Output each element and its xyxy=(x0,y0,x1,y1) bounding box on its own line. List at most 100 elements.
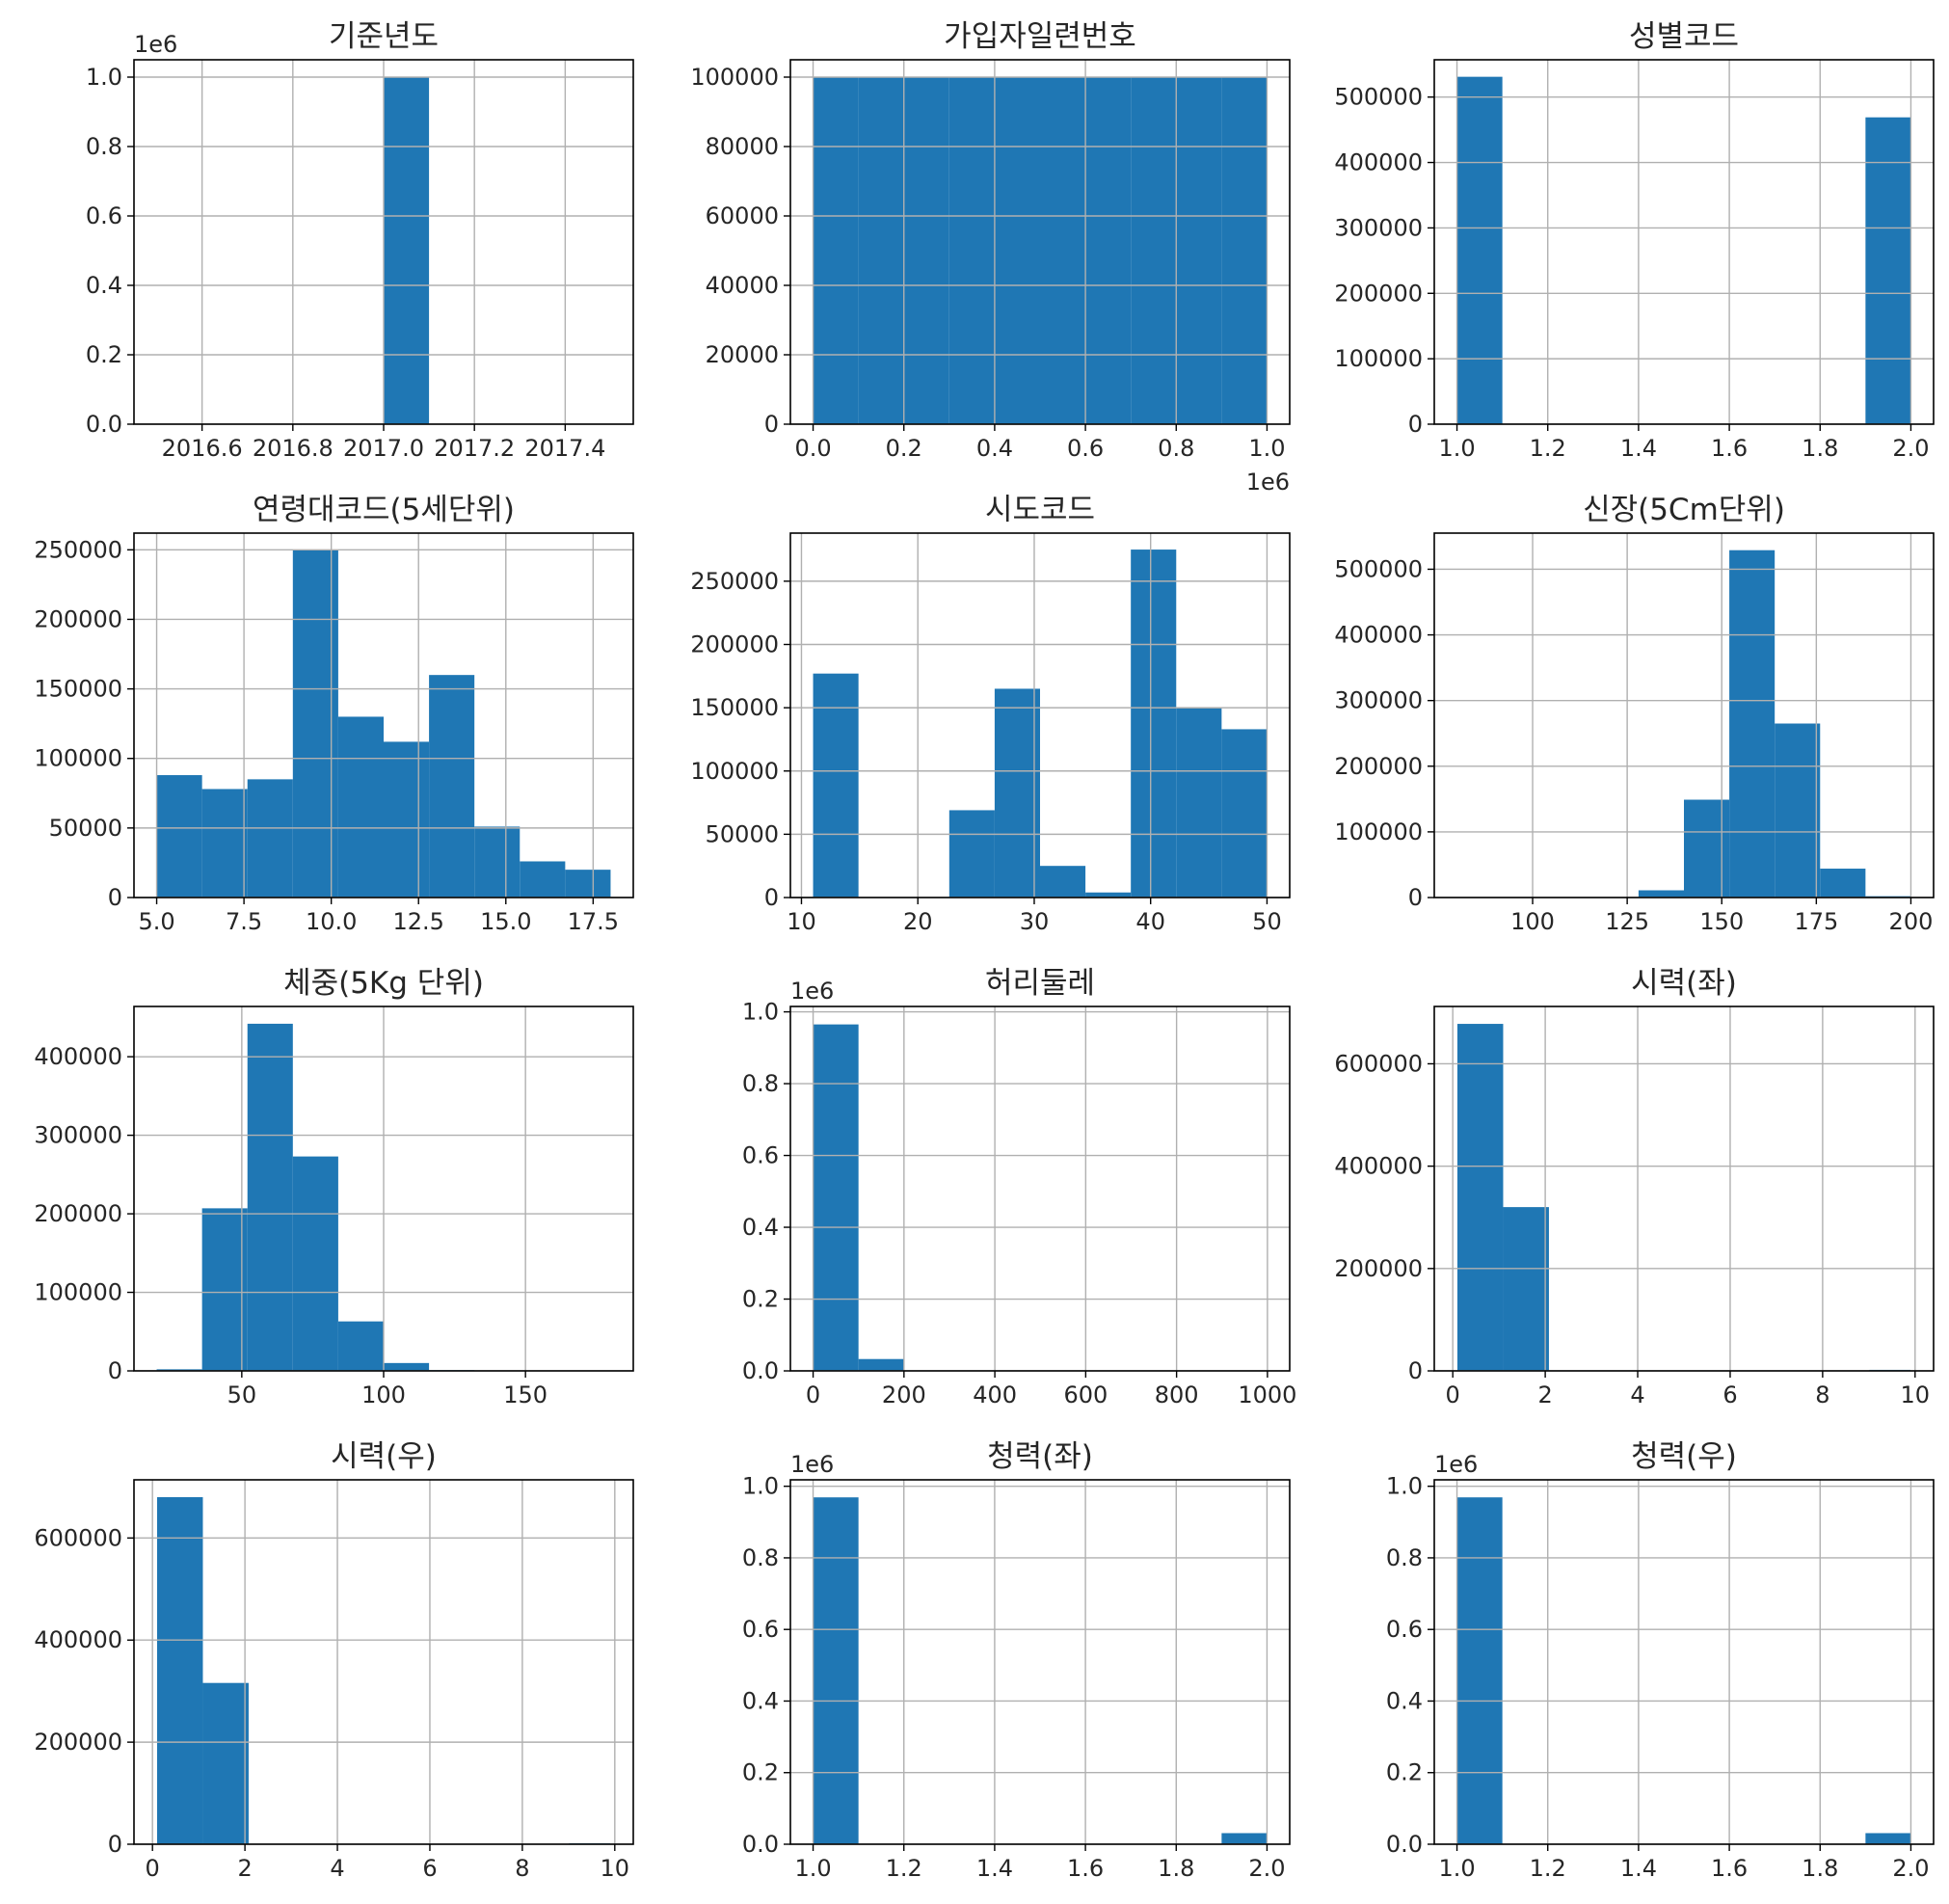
histogram-bar xyxy=(201,1208,248,1371)
x-tick-label: 1.0 xyxy=(1438,1855,1475,1882)
x-tick-label: 1.2 xyxy=(1530,435,1566,462)
histogram-bar xyxy=(1131,550,1177,898)
y-tick-label: 150000 xyxy=(34,676,122,703)
y-tick-label: 100000 xyxy=(34,1279,122,1306)
histogram-bar xyxy=(903,77,949,424)
histogram-bar xyxy=(1865,117,1911,424)
histogram-bar xyxy=(292,1156,338,1371)
y-tick-label: 500000 xyxy=(1334,555,1423,582)
histogram-bar xyxy=(858,1358,904,1371)
y-tick-label: 50000 xyxy=(706,820,779,847)
panel-title: 신장(5Cm단위) xyxy=(1583,493,1785,527)
y-tick-label: 600000 xyxy=(1334,1050,1423,1077)
panel-title: 시도코드 xyxy=(985,493,1095,527)
y-tick-label: 1.0 xyxy=(86,64,122,91)
x-tick-label: 0 xyxy=(1446,1381,1460,1408)
histogram-bar xyxy=(429,675,475,898)
histogram-bar xyxy=(948,77,995,424)
plot-area xyxy=(790,533,1290,898)
histogram-bar xyxy=(813,1024,859,1371)
histogram-bar xyxy=(994,77,1041,424)
y-tick-label: 200000 xyxy=(1334,280,1423,307)
axes-frame xyxy=(789,1006,1291,1372)
y-offset-label: 1e6 xyxy=(1434,1451,1478,1478)
y-tick-label: 0.0 xyxy=(742,1831,779,1858)
x-tick-label: 17.5 xyxy=(568,908,619,935)
axes-frame xyxy=(133,532,634,898)
panel-title: 기준년도 xyxy=(329,19,439,54)
y-tick-label: 1.0 xyxy=(742,999,779,1026)
y-tick-label: 100000 xyxy=(1334,345,1423,372)
x-tick-label: 1.0 xyxy=(1438,435,1475,462)
histogram-bar xyxy=(1820,869,1866,898)
x-tick-label: 1.2 xyxy=(1530,1855,1566,1882)
axes-frame xyxy=(1433,59,1935,425)
histogram-bar xyxy=(474,826,521,898)
histogram-panel: 1.0 1.2 1.4 1.6 1.8 2.0 0.0 0.2 0.4 0.6 0.8 1.0 1e6 청… xyxy=(1386,1439,1935,1882)
y-tick-label: 200000 xyxy=(1334,1255,1423,1282)
histogram-bar xyxy=(1176,708,1222,898)
histogram-bar xyxy=(858,77,904,424)
axes-frame xyxy=(1433,532,1935,898)
x-tick-label: 0.2 xyxy=(886,435,922,462)
histogram-bar xyxy=(1729,550,1775,898)
panel-title: 성별코드 xyxy=(1629,19,1739,54)
histogram-bar xyxy=(1775,723,1821,898)
x-tick-label: 1000 xyxy=(1238,1381,1296,1408)
y-tick-label: 400000 xyxy=(34,1626,122,1653)
x-tick-label: 400 xyxy=(973,1381,1017,1408)
histogram-bar xyxy=(813,673,859,898)
y-tick-label: 0.8 xyxy=(742,1070,779,1097)
histogram-bar xyxy=(156,1497,203,1844)
x-tick-label: 150 xyxy=(503,1381,547,1408)
y-tick-label: 0.2 xyxy=(86,341,122,368)
x-tick-label: 6 xyxy=(422,1855,437,1882)
y-tick-label: 300000 xyxy=(1334,687,1423,714)
y-tick-label: 0.4 xyxy=(86,272,122,299)
y-tick-label: 1.0 xyxy=(1386,1473,1423,1500)
plot-area xyxy=(790,1006,1290,1371)
histogram-bar xyxy=(337,716,384,898)
x-tick-label: 2016.8 xyxy=(253,435,334,462)
histogram-bar xyxy=(1040,866,1086,898)
histogram-bar xyxy=(1176,77,1222,424)
histogram-bar xyxy=(1221,77,1268,424)
x-tick-label: 10 xyxy=(787,908,816,935)
y-tick-label: 300000 xyxy=(1334,214,1423,241)
y-offset-label: 1e6 xyxy=(790,978,834,1005)
axes-frame xyxy=(789,532,1291,898)
histogram-bar xyxy=(1221,1833,1268,1844)
y-tick-label: 60000 xyxy=(706,202,779,229)
histogram-bar xyxy=(156,1369,202,1371)
y-tick-label: 200000 xyxy=(34,1200,122,1227)
x-tick-label: 15.0 xyxy=(480,908,531,935)
histogram-panel: 1.0 1.2 1.4 1.6 1.8 2.0 0.0 0.2 0.4 0.6 0.8 1.0 1e6 청… xyxy=(742,1439,1291,1882)
y-tick-label: 0 xyxy=(1408,884,1423,911)
histogram-bar xyxy=(565,870,611,898)
y-tick-label: 150000 xyxy=(690,694,779,721)
histogram-panel: 50 100 150 0 100000 200000 300000 400000 체중(5Kg … xyxy=(34,966,634,1408)
x-tick-label: 0 xyxy=(806,1381,820,1408)
y-tick-label: 0 xyxy=(764,884,779,911)
x-tick-label: 50 xyxy=(227,1381,257,1408)
histogram-bar xyxy=(384,77,430,424)
y-tick-label: 0.0 xyxy=(86,411,122,438)
histogram-bar xyxy=(1638,890,1684,898)
histogram-bar xyxy=(247,779,293,898)
histogram-panel: 0 200 400 600 800 1000 0.0 0.2 0.4 0.6 0.8 1.0 1e6 허리… xyxy=(742,966,1297,1408)
histogram-bar xyxy=(1131,77,1177,424)
y-tick-label: 0.6 xyxy=(742,1616,779,1643)
x-tick-label: 125 xyxy=(1605,908,1649,935)
y-tick-label: 500000 xyxy=(1334,84,1423,111)
x-tick-label: 5.0 xyxy=(138,908,174,935)
x-tick-label: 800 xyxy=(1155,1381,1199,1408)
x-tick-label: 2.0 xyxy=(1892,1855,1929,1882)
plot-area xyxy=(1434,1480,1934,1844)
y-tick-label: 0 xyxy=(764,411,779,438)
plot-area xyxy=(1434,533,1934,898)
y-tick-label: 0.4 xyxy=(742,1214,779,1241)
plot-area xyxy=(790,1480,1290,1844)
x-tick-label: 1.8 xyxy=(1802,1855,1838,1882)
x-tick-label: 1.6 xyxy=(1711,435,1748,462)
plot-area xyxy=(134,1480,633,1844)
